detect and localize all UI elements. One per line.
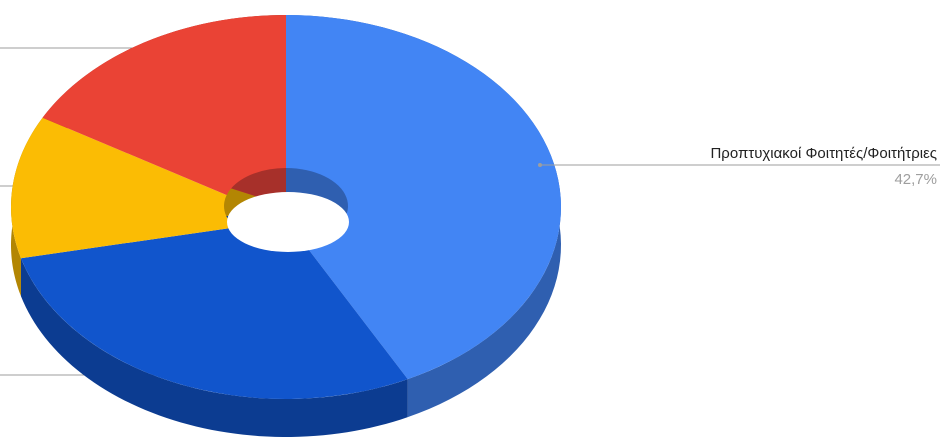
slice-side bbox=[20, 258, 408, 437]
slice-value-label: 42,7% bbox=[894, 171, 937, 188]
slice bbox=[10, 117, 286, 259]
slice bbox=[286, 15, 561, 380]
leader-dot bbox=[538, 163, 542, 167]
slice bbox=[42, 15, 287, 220]
slice bbox=[20, 220, 408, 400]
slice-label: Προπτυχιακοί Φοιτητές/Φοιτήτριες bbox=[710, 145, 937, 162]
hole bbox=[227, 192, 349, 252]
pie bbox=[10, 15, 561, 437]
label-0: Προπτυχιακοί Φοιτητές/Φοιτήτριες 42,7% bbox=[538, 145, 940, 188]
